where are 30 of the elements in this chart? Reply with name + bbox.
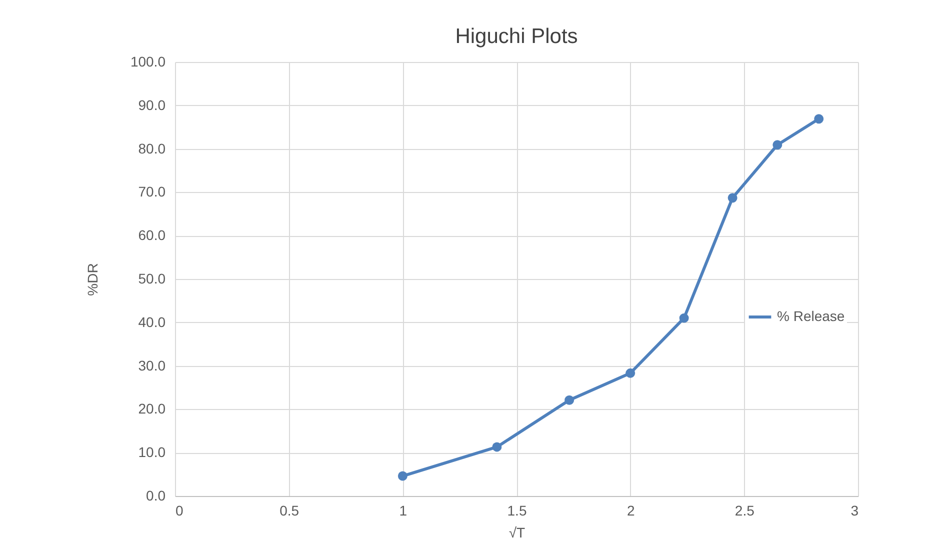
y-tick-label: 100.0	[130, 54, 166, 70]
x-tick-label: 3	[850, 502, 859, 518]
point	[728, 193, 738, 203]
point	[772, 140, 782, 150]
y-axis-title: %DR	[84, 263, 100, 296]
y-tick-label: 0.0	[146, 488, 166, 504]
x-tick-label: 2.5	[734, 502, 755, 518]
point	[492, 442, 502, 452]
x-tick-label: 2	[626, 502, 635, 518]
x-tick-label: 1.5	[507, 502, 527, 518]
point	[626, 368, 636, 378]
x-tick-label: 0.5	[280, 502, 300, 518]
y-tick-label: 60.0	[138, 227, 166, 244]
y-tick-label: 80.0	[138, 140, 166, 156]
y-tick-label: 10.0	[138, 444, 166, 460]
chart-title: Higuchi Plots	[455, 25, 578, 48]
y-tick-label: 20.0	[138, 400, 166, 417]
legend-label: % Release	[777, 308, 845, 324]
point	[679, 313, 689, 323]
x-tick-label: 1	[399, 502, 408, 518]
point	[564, 395, 574, 405]
y-tick-label: 50.0	[138, 270, 166, 286]
y-tick-label: 70.0	[138, 184, 166, 200]
point	[814, 114, 824, 124]
y-tick-label: 30.0	[138, 357, 166, 374]
y-tick-label: 40.0	[138, 314, 166, 330]
y-tick-label: 90.0	[138, 96, 166, 113]
point	[398, 471, 408, 481]
x-axis-title: √T	[508, 524, 526, 540]
x-tick-label: 0	[176, 502, 184, 518]
